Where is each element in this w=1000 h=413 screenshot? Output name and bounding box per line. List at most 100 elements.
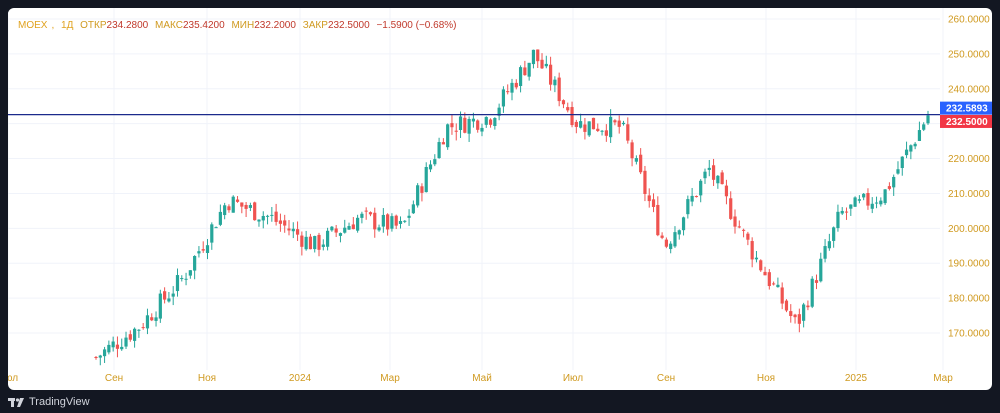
- candle-body[interactable]: [98, 355, 102, 358]
- candle-body[interactable]: [163, 291, 167, 300]
- candle-body[interactable]: [904, 149, 909, 156]
- candle-body[interactable]: [814, 280, 819, 283]
- candle-body[interactable]: [403, 220, 407, 222]
- candle-body[interactable]: [656, 204, 660, 236]
- candle-body[interactable]: [690, 195, 694, 202]
- candle-body[interactable]: [823, 246, 827, 259]
- candle-body[interactable]: [167, 298, 171, 302]
- candle-body[interactable]: [810, 278, 814, 307]
- candle-body[interactable]: [733, 216, 737, 227]
- candle-body[interactable]: [261, 215, 265, 221]
- candle-body[interactable]: [506, 91, 510, 93]
- candle-body[interactable]: [741, 229, 746, 231]
- candle-body[interactable]: [210, 224, 214, 243]
- candle-body[interactable]: [729, 198, 733, 219]
- candle-body[interactable]: [604, 130, 608, 136]
- candle-body[interactable]: [514, 82, 518, 88]
- candle-body[interactable]: [175, 275, 180, 292]
- candle-body[interactable]: [433, 159, 437, 165]
- candle-body[interactable]: [669, 243, 673, 250]
- candle-body[interactable]: [553, 79, 557, 86]
- candle-body[interactable]: [840, 210, 844, 214]
- candle-body[interactable]: [253, 202, 257, 221]
- candle-body[interactable]: [338, 233, 343, 236]
- candle-body[interactable]: [879, 200, 883, 205]
- price-chart[interactable]: 260.0000250.0000240.0000230.0000220.0000…: [8, 8, 992, 390]
- candle-body[interactable]: [862, 193, 866, 198]
- candle-body[interactable]: [660, 235, 664, 238]
- candle-body[interactable]: [398, 221, 403, 224]
- candle-body[interactable]: [124, 337, 128, 347]
- candle-body[interactable]: [304, 236, 308, 250]
- candle-body[interactable]: [428, 164, 433, 170]
- candle-body[interactable]: [853, 197, 857, 207]
- candle-body[interactable]: [686, 199, 690, 215]
- candle-body[interactable]: [214, 227, 218, 229]
- candle-body[interactable]: [763, 271, 767, 276]
- candle-body[interactable]: [926, 115, 930, 124]
- candle-body[interactable]: [746, 233, 750, 240]
- candle-body[interactable]: [450, 123, 454, 128]
- candle-body[interactable]: [587, 121, 591, 136]
- candle-body[interactable]: [223, 205, 227, 216]
- candle-body[interactable]: [180, 278, 184, 280]
- candle-body[interactable]: [724, 185, 729, 197]
- candle-body[interactable]: [334, 228, 338, 233]
- candle-body[interactable]: [480, 127, 484, 132]
- candle-body[interactable]: [870, 203, 874, 209]
- candle-body[interactable]: [488, 119, 493, 125]
- candle-body[interactable]: [699, 180, 703, 196]
- candle-body[interactable]: [531, 49, 536, 65]
- candle-body[interactable]: [270, 214, 274, 216]
- candle-body[interactable]: [141, 327, 145, 329]
- candle-body[interactable]: [145, 315, 150, 329]
- candle-body[interactable]: [883, 189, 887, 204]
- candle-body[interactable]: [737, 226, 741, 228]
- candle-body[interactable]: [844, 211, 849, 213]
- candle-body[interactable]: [420, 186, 424, 193]
- candle-body[interactable]: [501, 89, 506, 107]
- candle-body[interactable]: [325, 230, 330, 247]
- candle-body[interactable]: [832, 227, 836, 241]
- candle-body[interactable]: [596, 128, 600, 131]
- candle-body[interactable]: [750, 241, 754, 260]
- candle-body[interactable]: [523, 67, 527, 76]
- candle-body[interactable]: [197, 251, 201, 254]
- candle-body[interactable]: [394, 215, 398, 226]
- candle-body[interactable]: [295, 229, 300, 235]
- candle-body[interactable]: [137, 329, 141, 331]
- candle-body[interactable]: [283, 220, 287, 226]
- candle-body[interactable]: [356, 217, 360, 231]
- candle-body[interactable]: [827, 241, 831, 249]
- candle-body[interactable]: [313, 236, 317, 250]
- candle-body[interactable]: [111, 341, 115, 348]
- candle-body[interactable]: [626, 124, 630, 141]
- candle-body[interactable]: [874, 202, 879, 204]
- candle-body[interactable]: [561, 100, 566, 105]
- candle-body[interactable]: [184, 278, 188, 280]
- candle-body[interactable]: [476, 120, 480, 130]
- candle-body[interactable]: [600, 130, 604, 132]
- candle-body[interactable]: [694, 196, 699, 198]
- candle-body[interactable]: [836, 211, 840, 229]
- candle-body[interactable]: [806, 305, 810, 308]
- candle-body[interactable]: [373, 212, 377, 230]
- candle-body[interactable]: [291, 228, 295, 232]
- candle-body[interactable]: [793, 314, 797, 318]
- candle-body[interactable]: [128, 334, 132, 340]
- candle-body[interactable]: [351, 224, 355, 230]
- candle-body[interactable]: [643, 170, 647, 194]
- candle-body[interactable]: [115, 344, 120, 349]
- candle-body[interactable]: [711, 165, 716, 180]
- candle-body[interactable]: [244, 204, 248, 209]
- candle-body[interactable]: [120, 346, 124, 350]
- candle-body[interactable]: [360, 213, 364, 218]
- candle-body[interactable]: [776, 284, 780, 288]
- candle-body[interactable]: [759, 260, 763, 271]
- candle-body[interactable]: [493, 117, 497, 126]
- candle-body[interactable]: [802, 304, 806, 321]
- candle-body[interactable]: [772, 283, 776, 285]
- candle-body[interactable]: [639, 154, 643, 173]
- candle-body[interactable]: [416, 185, 420, 206]
- candle-body[interactable]: [193, 255, 197, 271]
